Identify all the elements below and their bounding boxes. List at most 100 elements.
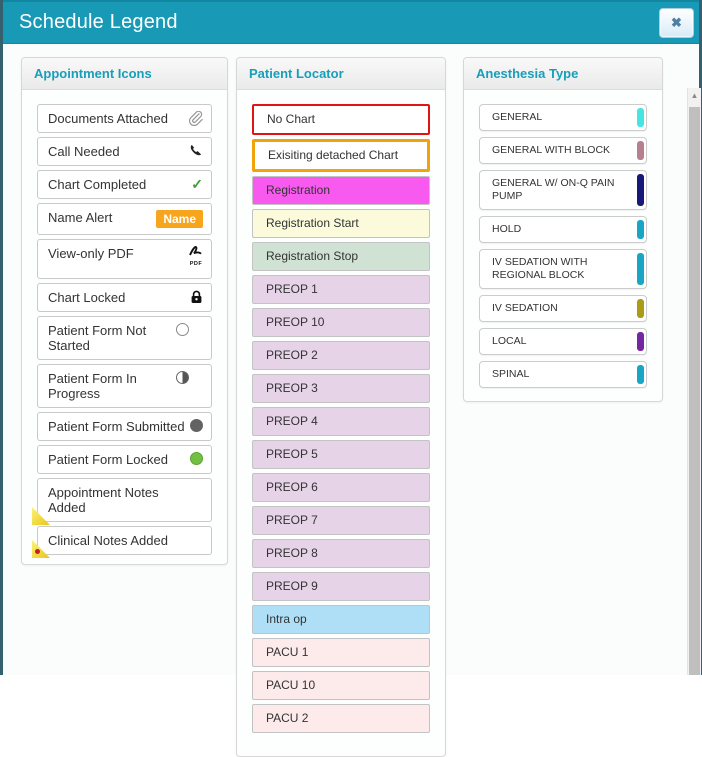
close-button[interactable]: ✖ (659, 8, 694, 38)
anesthesia-color-bar (637, 299, 644, 318)
modal-title: Schedule Legend (19, 11, 178, 33)
patient-locator-panel: Patient Locator No Chart Exisiting detach… (236, 57, 446, 757)
locator-item-registration-start: Registration Start (252, 209, 430, 238)
locator-item-label: PACU 2 (266, 711, 309, 725)
locator-item-label: PREOP 10 (266, 315, 325, 329)
legend-item-patient-form-locked: Patient Form Locked (37, 445, 212, 474)
locator-item-pacu-1: PACU 1 (252, 638, 430, 667)
anesthesia-color-bar (637, 365, 644, 384)
anesthesia-color-bar (637, 253, 644, 285)
locator-item-preop-6: PREOP 6 (252, 473, 430, 502)
anesthesia-color-bar (637, 141, 644, 160)
locator-item-label: PREOP 6 (266, 480, 318, 494)
locator-item-preop-3: PREOP 3 (252, 374, 430, 403)
anesthesia-color-bar (637, 174, 644, 206)
pdf-icon: PDF (189, 246, 203, 272)
legend-item-label: Patient Form Not Started (48, 323, 147, 353)
locator-item-label: PREOP 2 (266, 348, 318, 362)
locator-item-preop-2: PREOP 2 (252, 341, 430, 370)
anesthesia-item-label: SPINAL (492, 368, 530, 380)
locator-item-label: PREOP 5 (266, 447, 318, 461)
anesthesia-item-label: GENERAL (492, 111, 543, 123)
locator-item-label: PACU 1 (266, 645, 309, 659)
locator-item-pacu-2: PACU 2 (252, 704, 430, 733)
anesthesia-item-label: HOLD (492, 223, 522, 235)
red-dot-icon (35, 549, 40, 554)
locator-item-label: Registration Stop (266, 249, 359, 263)
anesthesia-item-label: IV SEDATION (492, 302, 558, 314)
locator-item-label: Intra op (266, 612, 307, 626)
modal-content: Appointment Icons Documents Attached Call… (3, 44, 701, 757)
locator-item-exisiting-detached-chart: Exisiting detached Chart (252, 139, 430, 172)
circle-half-icon (176, 371, 189, 384)
locator-item-pacu-10: PACU 10 (252, 671, 430, 700)
legend-item-label: Call Needed (48, 144, 120, 159)
locator-item-preop-5: PREOP 5 (252, 440, 430, 469)
legend-item-chart-locked: Chart Locked (37, 283, 212, 312)
legend-item-clinical-notes-added: Clinical Notes Added (32, 526, 212, 558)
locator-item-preop-4: PREOP 4 (252, 407, 430, 436)
scroll-up-arrow-icon: ▲ (690, 91, 699, 100)
locator-item-label: Registration Start (266, 216, 359, 230)
locator-item-label: PREOP 1 (266, 282, 318, 296)
patient-locator-list: No Chart Exisiting detached Chart Registra… (237, 90, 445, 733)
legend-item-label: Patient Form In Progress (48, 371, 137, 401)
locator-item-no-chart: No Chart (252, 104, 430, 135)
locator-item-intra-op: Intra op (252, 605, 430, 634)
legend-item-label: Name Alert (48, 210, 113, 225)
locator-item-label: Exisiting detached Chart (268, 148, 399, 162)
legend-item-label: Patient Form Locked (48, 452, 168, 467)
vertical-scrollbar[interactable]: ▲ (687, 88, 701, 675)
anesthesia-type-panel-title: Anesthesia Type (464, 58, 662, 90)
legend-item-label: Patient Form Submitted (48, 419, 185, 434)
scroll-up-button[interactable]: ▲ (688, 88, 701, 105)
legend-item-label: Chart Locked (48, 290, 126, 305)
locator-item-preop-7: PREOP 7 (252, 506, 430, 535)
anesthesia-item-label: GENERAL W/ ON-Q PAIN PUMP (492, 177, 615, 202)
scrollbar-thumb[interactable] (689, 107, 700, 675)
close-icon: ✖ (671, 15, 682, 30)
circle-filled-icon (190, 419, 203, 432)
locator-item-label: PREOP 7 (266, 513, 318, 527)
legend-item-documents-attached: Documents Attached (37, 104, 212, 133)
locator-item-preop-8: PREOP 8 (252, 539, 430, 568)
legend-item-view-only-pdf: View-only PDF PDF (37, 239, 212, 279)
locator-item-registration: Registration (252, 176, 430, 205)
legend-item-name-alert: Name Alert Name (37, 203, 212, 235)
locator-item-preop-1: PREOP 1 (252, 275, 430, 304)
anesthesia-item-iv-sedation-with-regional-block: IV SEDATION WITH REGIONAL BLOCK (479, 249, 647, 289)
appointment-icons-panel: Appointment Icons Documents Attached Call… (21, 57, 228, 565)
anesthesia-color-bar (637, 108, 644, 127)
legend-item-chart-completed: Chart Completed ✓ (37, 170, 212, 199)
legend-item-label: Clinical Notes Added (48, 533, 168, 548)
patient-locator-panel-title: Patient Locator (237, 58, 445, 90)
locator-item-label: Registration (266, 183, 331, 197)
anesthesia-color-bar (637, 220, 644, 239)
anesthesia-type-panel: Anesthesia Type GENERAL GENERAL WITH BLOC… (463, 57, 663, 402)
locator-item-label: PREOP 3 (266, 381, 318, 395)
lock-icon (190, 290, 203, 304)
locator-item-label: PREOP 8 (266, 546, 318, 560)
anesthesia-item-general-with-block: GENERAL WITH BLOCK (479, 137, 647, 164)
legend-item-label: Chart Completed (48, 177, 147, 192)
anesthesia-item-general-w-on-q-pain-pump: GENERAL W/ ON-Q PAIN PUMP (479, 170, 647, 210)
anesthesia-item-iv-sedation: IV SEDATION (479, 295, 647, 322)
legend-item-patient-form-submitted: Patient Form Submitted (37, 412, 212, 441)
locator-item-label: No Chart (267, 112, 316, 126)
locator-item-preop-10: PREOP 10 (252, 308, 430, 337)
locator-item-registration-stop: Registration Stop (252, 242, 430, 271)
legend-item-appointment-notes-added: Appointment Notes Added (32, 478, 212, 525)
anesthesia-item-label: IV SEDATION WITH REGIONAL BLOCK (492, 256, 588, 281)
legend-item-label: View-only PDF (48, 246, 134, 261)
locator-item-label: PACU 10 (266, 678, 316, 692)
phone-icon (189, 144, 203, 158)
locator-item-label: PREOP 9 (266, 579, 318, 593)
locator-item-preop-9: PREOP 9 (252, 572, 430, 601)
appointment-icons-panel-title: Appointment Icons (22, 58, 227, 90)
anesthesia-item-hold: HOLD (479, 216, 647, 243)
legend-item-patient-form-not-started: Patient Form Not Started (37, 316, 212, 360)
anesthesia-item-general: GENERAL (479, 104, 647, 131)
circle-green-icon (190, 452, 203, 465)
legend-item-call-needed: Call Needed (37, 137, 212, 166)
anesthesia-type-list: GENERAL GENERAL WITH BLOCK GENERAL W/ ON-Q… (464, 90, 662, 388)
